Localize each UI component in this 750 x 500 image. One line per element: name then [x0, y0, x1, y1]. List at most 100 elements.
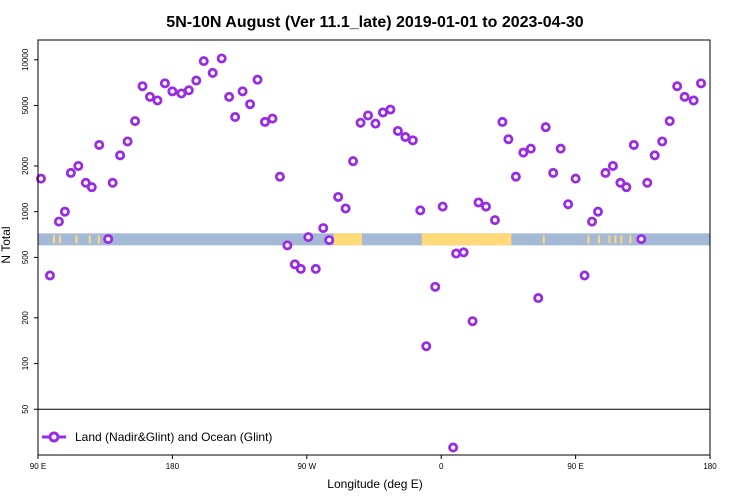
- y-tick-label: 50: [21, 404, 30, 413]
- x-axis-ticks: 90 E 180 90 W 0 90 E 180: [30, 455, 717, 471]
- land-speck: [58, 235, 61, 244]
- data-point: [355, 117, 366, 128]
- data-point: [363, 110, 374, 121]
- land-speck: [608, 235, 611, 244]
- data-point: [35, 173, 46, 184]
- y-tick-label: 500: [21, 250, 30, 264]
- data-point: [555, 143, 566, 154]
- data-point: [628, 139, 639, 150]
- data-point: [86, 182, 97, 193]
- data-point: [282, 240, 293, 251]
- data-point: [458, 247, 469, 258]
- x-tick-label: 90 E: [567, 462, 583, 471]
- data-point: [600, 167, 611, 178]
- data-point: [259, 116, 270, 127]
- data-point: [295, 263, 306, 274]
- data-point: [392, 125, 403, 136]
- data-point: [672, 81, 683, 92]
- data-point: [198, 56, 209, 67]
- data-point: [518, 147, 529, 158]
- data-point: [230, 112, 241, 123]
- data-point: [503, 134, 514, 145]
- data-point: [224, 91, 235, 102]
- data-point: [318, 223, 329, 234]
- land-speck: [614, 235, 617, 244]
- chart-title: 5N-10N August (Ver 11.1_late) 2019-01-01…: [166, 14, 584, 31]
- data-point: [137, 81, 148, 92]
- land-speck: [598, 235, 600, 244]
- data-points: [35, 53, 707, 453]
- x-tick-label: 180: [166, 462, 180, 471]
- data-point: [207, 67, 218, 78]
- data-point: [73, 160, 84, 171]
- data-point: [53, 216, 64, 227]
- land-speck: [97, 235, 100, 244]
- land-speck: [629, 235, 632, 244]
- data-point: [607, 160, 618, 171]
- legend: Land (Nadir&Glint) and Ocean (Glint): [42, 430, 272, 444]
- land-speck: [88, 235, 91, 244]
- x-tick-label: 90 W: [297, 462, 316, 471]
- land-patches: [52, 233, 632, 246]
- data-point: [430, 281, 441, 292]
- data-point: [44, 270, 55, 281]
- land-patch: [333, 233, 363, 246]
- data-point: [421, 341, 432, 352]
- data-point: [570, 173, 581, 184]
- land-speck: [52, 235, 55, 244]
- land-speck: [542, 235, 545, 244]
- data-point: [448, 442, 459, 453]
- data-point: [696, 78, 707, 89]
- data-point: [167, 86, 178, 97]
- data-point: [115, 150, 126, 161]
- data-point: [467, 316, 478, 327]
- data-point: [152, 95, 163, 106]
- data-point: [237, 86, 248, 97]
- data-point: [489, 215, 500, 226]
- data-point: [144, 91, 155, 102]
- y-tick-label: 5000: [21, 96, 30, 114]
- data-point: [540, 122, 551, 133]
- plot-frame: [37, 39, 711, 456]
- data-point: [385, 104, 396, 115]
- y-tick-label: 100: [21, 356, 30, 370]
- land-patch: [421, 233, 512, 246]
- data-point: [649, 150, 660, 161]
- data-point: [59, 206, 70, 217]
- data-point: [183, 85, 194, 96]
- data-point: [548, 167, 559, 178]
- data-point: [324, 235, 335, 246]
- data-point: [480, 201, 491, 212]
- y-tick-label: 10000: [21, 48, 30, 71]
- data-point: [216, 53, 227, 64]
- data-point: [563, 199, 574, 210]
- land-speck: [75, 235, 78, 244]
- y-tick-label: 1000: [21, 202, 30, 220]
- data-point: [130, 116, 141, 127]
- legend-marker: [48, 431, 60, 443]
- data-point: [664, 116, 675, 127]
- x-tick-label: 90 E: [30, 462, 46, 471]
- data-point: [593, 206, 604, 217]
- data-point: [533, 293, 544, 304]
- data-point: [525, 143, 536, 154]
- data-point: [245, 99, 256, 110]
- data-point: [122, 136, 133, 147]
- data-point: [451, 248, 462, 259]
- plot-area: [35, 39, 711, 456]
- data-point: [333, 191, 344, 202]
- data-point: [400, 132, 411, 143]
- data-point: [636, 234, 647, 245]
- data-point: [310, 263, 321, 274]
- data-point: [579, 270, 590, 281]
- data-point: [65, 167, 76, 178]
- data-point: [587, 216, 598, 227]
- land-speck: [587, 235, 590, 244]
- data-point: [267, 113, 278, 124]
- data-point: [621, 182, 632, 193]
- land-speck: [620, 235, 623, 244]
- data-point: [103, 234, 114, 245]
- y-tick-label: 200: [21, 311, 30, 325]
- data-point: [437, 201, 448, 212]
